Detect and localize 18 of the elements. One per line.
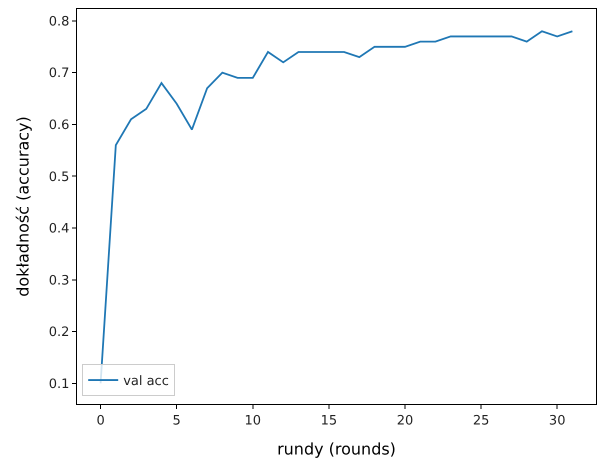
x-tick-label: 15 <box>320 414 338 429</box>
y-tick-label: 0.3 <box>48 273 70 288</box>
y-tick-label: 0.1 <box>48 376 70 392</box>
y-tick-label: 0.5 <box>48 170 70 185</box>
y-tick-label: 0.8 <box>48 14 70 30</box>
x-tick-label: 0 <box>96 414 105 429</box>
y-tick-label: 0.2 <box>48 325 70 340</box>
y-tick-label: 0.4 <box>48 222 70 237</box>
x-axis-title: rundy (rounds) <box>277 439 396 458</box>
x-tick-label: 10 <box>244 414 262 429</box>
y-tick-label: 0.6 <box>48 118 70 133</box>
x-tick-label: 5 <box>172 414 181 429</box>
legend-label: val acc <box>123 374 169 390</box>
y-tick-label: 0.7 <box>48 66 70 82</box>
x-tick-label: 30 <box>548 414 566 429</box>
y-axis-title: dokładność (accuracy) <box>14 116 33 297</box>
x-tick-label: 20 <box>396 414 414 429</box>
x-tick-label: 25 <box>472 414 490 429</box>
